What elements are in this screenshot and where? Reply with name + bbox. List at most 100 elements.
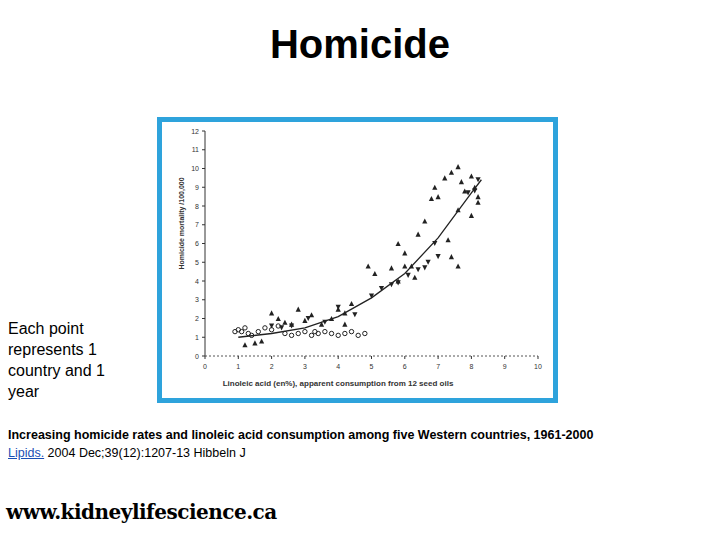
x-tick-label: 3 xyxy=(303,363,307,370)
point xyxy=(389,265,394,270)
point xyxy=(442,175,447,180)
x-tick xyxy=(271,356,272,359)
point xyxy=(296,307,301,312)
point xyxy=(303,329,307,333)
point xyxy=(469,173,474,178)
x-tick xyxy=(304,356,305,359)
point xyxy=(426,260,431,265)
chart-frame xyxy=(157,117,558,403)
point xyxy=(363,331,367,335)
point xyxy=(289,333,293,337)
point xyxy=(449,170,454,175)
point xyxy=(239,329,243,333)
x-tick xyxy=(338,356,339,359)
point xyxy=(475,194,480,199)
point xyxy=(309,333,313,337)
point xyxy=(233,329,237,333)
point xyxy=(336,305,341,310)
point xyxy=(422,218,427,223)
point xyxy=(276,316,281,321)
citation: Lipids. 2004 Dec;39(12):1207-13 Hibbeln … xyxy=(8,446,246,460)
point xyxy=(259,338,264,343)
y-tick xyxy=(202,131,205,132)
y-tick-label: 4 xyxy=(195,278,199,285)
slide: Homicide Each point represents 1 country … xyxy=(0,0,720,540)
x-tick xyxy=(438,356,439,359)
point xyxy=(372,271,377,276)
x-tick-label: 0 xyxy=(203,363,207,370)
y-tick xyxy=(202,149,205,150)
point xyxy=(455,164,460,169)
y-tick-label: 7 xyxy=(195,221,199,228)
point xyxy=(459,179,464,184)
y-tick xyxy=(202,224,205,225)
x-tick xyxy=(538,356,539,359)
x-tick xyxy=(504,356,505,359)
y-tick-label: 8 xyxy=(195,203,199,210)
x-tick xyxy=(371,356,372,359)
point xyxy=(429,196,434,201)
x-tick-label: 2 xyxy=(270,363,274,370)
y-tick xyxy=(202,337,205,338)
point xyxy=(356,333,360,337)
y-tick xyxy=(202,168,205,169)
trend-line xyxy=(238,180,481,338)
point xyxy=(475,200,480,205)
y-tick xyxy=(202,281,205,282)
x-tick-label: 5 xyxy=(370,363,374,370)
point xyxy=(402,263,407,268)
point xyxy=(366,263,371,268)
y-tick-label: 2 xyxy=(195,315,199,322)
point xyxy=(436,254,441,259)
x-tick xyxy=(238,356,239,359)
citation-link[interactable]: Lipids. xyxy=(8,446,44,460)
y-tick xyxy=(202,206,205,207)
point xyxy=(336,333,340,337)
y-tick-label: 0 xyxy=(195,353,199,360)
point xyxy=(289,323,294,328)
y-tick-label: 10 xyxy=(191,165,199,172)
point xyxy=(343,331,347,335)
point xyxy=(349,329,353,333)
point xyxy=(296,331,300,335)
point xyxy=(269,323,274,328)
note-text: Each point represents 1 country and 1 ye… xyxy=(8,318,113,402)
y-tick-label: 1 xyxy=(195,334,199,341)
x-tick-label: 1 xyxy=(236,363,240,370)
point xyxy=(406,273,411,278)
point xyxy=(432,185,437,190)
chart: 0123456789101112012345678910Linoleic aci… xyxy=(0,0,720,540)
point xyxy=(422,265,427,270)
x-tick-label: 8 xyxy=(469,363,473,370)
point xyxy=(279,325,284,330)
x-tick xyxy=(404,356,405,359)
slide-title: Homicide xyxy=(0,22,720,67)
y-tick xyxy=(202,262,205,263)
x-tick-label: 4 xyxy=(336,363,340,370)
point xyxy=(445,237,450,242)
caption: Increasing homicide rates and linoleic a… xyxy=(8,428,718,442)
point xyxy=(282,320,287,325)
y-tick xyxy=(202,299,205,300)
y-axis-label: Homicide mortality /100,000 xyxy=(178,177,186,269)
point xyxy=(436,194,441,199)
point xyxy=(402,250,407,255)
point xyxy=(396,241,401,246)
point xyxy=(412,275,417,280)
point xyxy=(306,316,311,321)
y-tick-label: 12 xyxy=(191,128,199,135)
point xyxy=(416,267,421,272)
point xyxy=(396,280,401,285)
point xyxy=(352,312,357,317)
y-tick-label: 5 xyxy=(195,259,199,266)
x-tick xyxy=(205,356,206,359)
x-axis-label: Linoleic acid (en%), apparent consumptio… xyxy=(223,379,454,388)
point xyxy=(455,263,460,268)
point xyxy=(349,301,354,306)
website: www.kidneylifescience.ca xyxy=(6,500,277,524)
y-tick xyxy=(202,187,205,188)
point xyxy=(243,326,247,330)
y-tick xyxy=(202,243,205,244)
point xyxy=(323,329,327,333)
x-tick-label: 6 xyxy=(403,363,407,370)
